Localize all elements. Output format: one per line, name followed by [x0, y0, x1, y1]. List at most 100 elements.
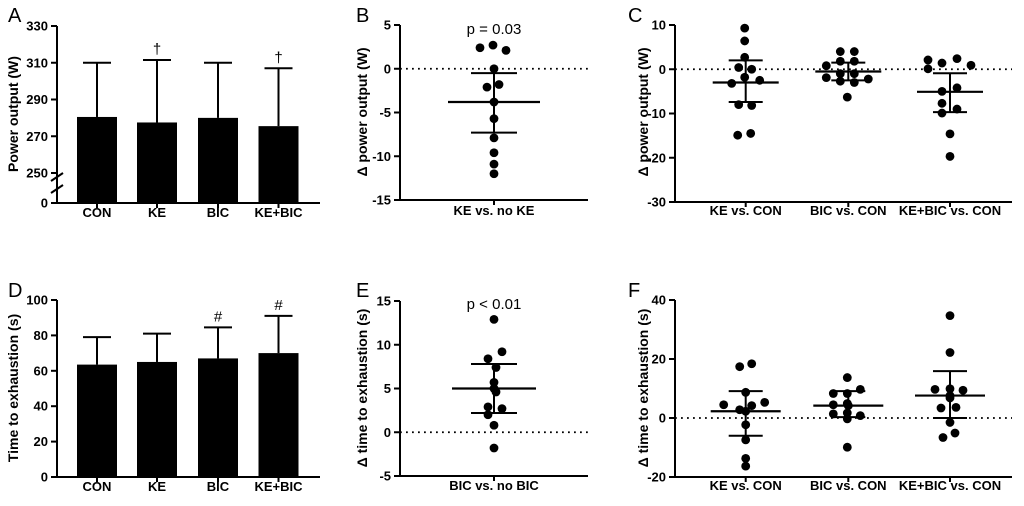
group-label: KE vs. no KE	[454, 203, 535, 218]
group-label: KE vs. CON	[710, 478, 782, 493]
sig-label: #	[274, 297, 283, 314]
category-label: BIC	[207, 205, 230, 220]
data-point	[747, 101, 757, 110]
group-label: BIC vs. CON	[810, 478, 887, 493]
y-tick-label: 40	[652, 293, 666, 308]
data-point	[482, 82, 492, 92]
bar	[77, 116, 117, 203]
y-tick-label: 0	[41, 196, 48, 211]
data-point	[849, 56, 859, 66]
data-point	[835, 56, 845, 66]
y-tick-label: -10	[372, 149, 391, 164]
category-label: KE	[148, 205, 166, 220]
data-point	[733, 130, 743, 140]
sig-label: #	[214, 308, 223, 325]
data-point	[937, 58, 947, 68]
data-point	[855, 384, 865, 394]
y-tick-label: -20	[647, 470, 666, 485]
data-point	[489, 169, 499, 179]
data-point	[855, 411, 865, 421]
y-tick-label: -15	[372, 193, 391, 208]
data-point	[835, 76, 845, 86]
y-tick-label: 0	[41, 470, 48, 485]
category-label: CON	[83, 479, 112, 494]
y-tick-label: 60	[34, 363, 48, 378]
category-label: KE	[148, 479, 166, 494]
data-point	[945, 384, 955, 394]
data-point	[863, 74, 873, 84]
y-tick-label: 310	[26, 55, 48, 70]
y-tick-label: 0	[659, 62, 666, 77]
bar	[258, 126, 299, 203]
y-tick-label: 0	[384, 61, 391, 76]
data-point	[951, 402, 961, 412]
data-point	[747, 359, 757, 369]
data-point	[849, 47, 859, 56]
data-point	[734, 100, 744, 110]
data-point	[483, 410, 493, 420]
category-label: CON	[83, 205, 112, 220]
y-tick-label: -5	[379, 105, 391, 120]
data-point	[741, 435, 751, 445]
data-point	[740, 72, 750, 82]
panel-letter: B	[356, 5, 369, 27]
y-tick-label: 290	[26, 92, 48, 107]
category-label: KE+BIC	[254, 479, 303, 494]
data-point	[842, 92, 852, 102]
y-tick-label: 250	[26, 166, 48, 181]
panel-D: D Time to exhaustion (s) 100 80 60 40 20 0 CON KE…	[5, 280, 320, 494]
y-tick-label: 100	[26, 293, 48, 308]
data-point	[489, 114, 499, 124]
data-point	[952, 83, 962, 93]
data-point	[741, 461, 751, 471]
data-point	[489, 314, 499, 324]
y-tick-label: 10	[377, 337, 391, 352]
data-point	[489, 97, 499, 107]
data-point	[740, 23, 750, 33]
y-axis-title: Δ time to exhaustion (s)	[635, 309, 651, 468]
data-point	[741, 406, 751, 416]
panel-letter: F	[628, 280, 640, 302]
y-axis-title: Time to exhaustion (s)	[5, 314, 21, 462]
data-point	[483, 354, 493, 364]
data-point	[936, 403, 946, 413]
data-point	[842, 414, 852, 424]
y-tick-label: 20	[34, 434, 48, 449]
y-tick-label: 330	[26, 19, 48, 34]
bar	[198, 117, 238, 203]
data-point	[489, 133, 499, 143]
axis-break-mark	[50, 184, 64, 194]
bar	[137, 122, 177, 203]
data-point	[835, 47, 845, 56]
data-point	[945, 129, 955, 139]
data-point	[945, 418, 955, 427]
data-point	[741, 420, 751, 430]
data-point	[489, 159, 499, 169]
data-point	[923, 55, 933, 65]
data-point	[849, 69, 859, 79]
data-point	[740, 36, 750, 46]
y-tick-label: 20	[652, 352, 666, 367]
data-point	[491, 363, 501, 372]
data-point	[842, 442, 852, 452]
data-point	[945, 393, 955, 403]
data-point	[735, 362, 745, 372]
bar	[137, 361, 177, 477]
y-tick-label: -10	[647, 106, 666, 121]
data-point	[727, 79, 737, 88]
data-point	[835, 69, 845, 79]
data-point	[945, 152, 955, 161]
y-tick-label: 80	[34, 328, 48, 343]
data-point	[828, 400, 838, 410]
data-point	[842, 373, 852, 382]
panel-letter: A	[8, 5, 22, 27]
y-tick-label: 0	[384, 425, 391, 440]
data-point	[483, 402, 493, 412]
data-point	[821, 73, 831, 83]
data-point	[950, 428, 960, 438]
data-point	[740, 52, 750, 62]
data-point	[475, 43, 485, 53]
axis-break-mark	[50, 172, 64, 182]
